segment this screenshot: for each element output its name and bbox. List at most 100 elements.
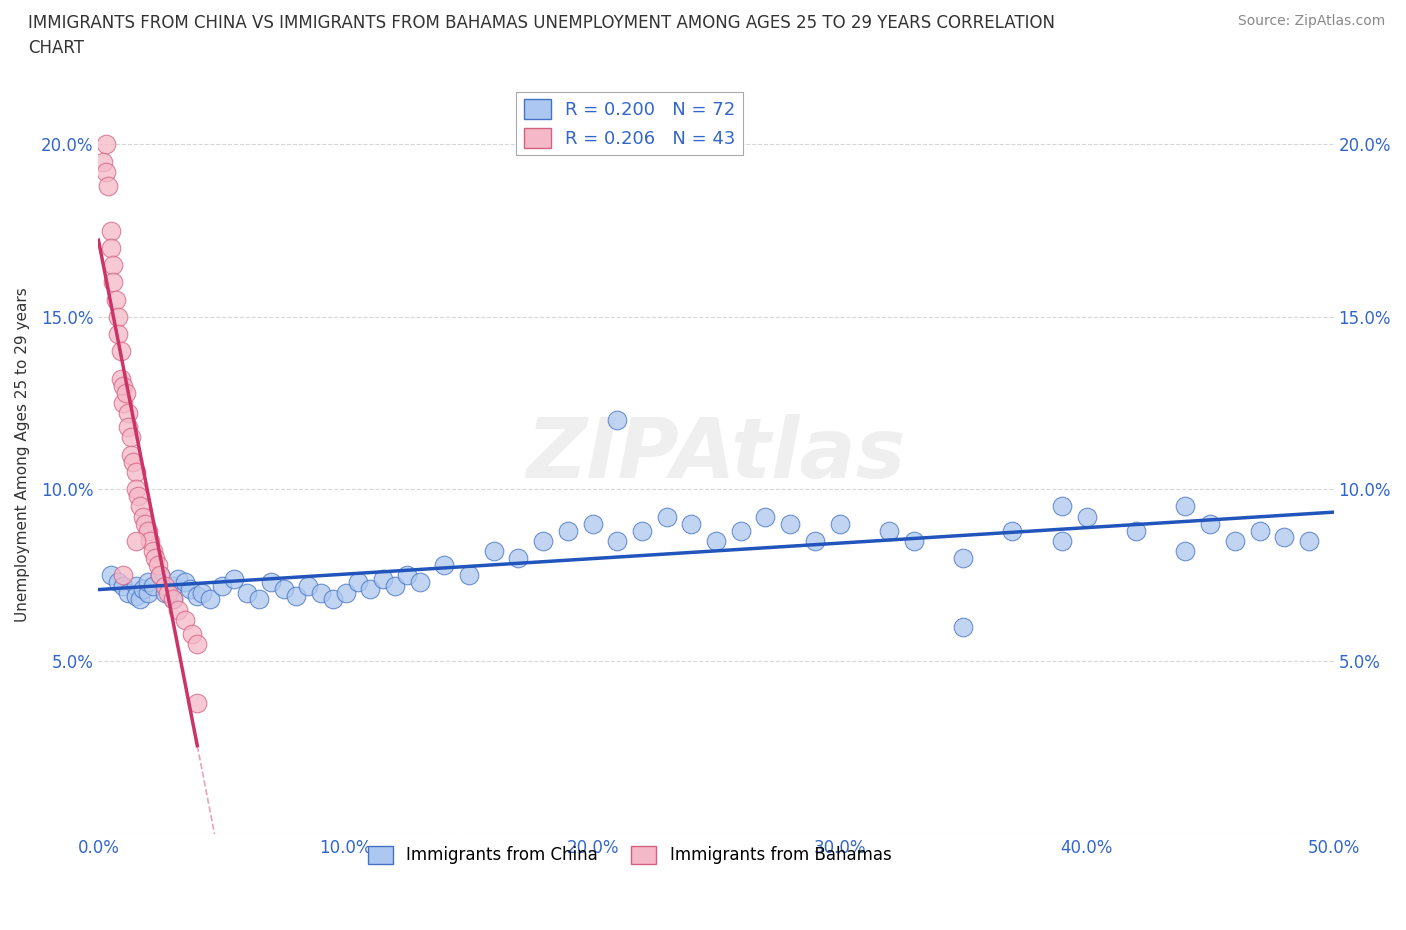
Point [100,223,122,238]
Point [631,523,654,538]
Point [557,523,579,538]
Point [903,534,925,549]
Point [730,523,752,538]
Point [93,154,115,169]
Point [309,585,332,600]
Point [146,557,169,572]
Point [1174,498,1197,513]
Point [655,510,678,525]
Point [100,240,122,255]
Point [396,568,419,583]
Point [166,603,188,618]
Point [129,498,152,513]
Point [1050,534,1073,549]
Point [174,575,197,590]
Point [458,568,481,583]
Point [110,371,132,386]
Point [162,592,184,607]
Point [211,578,233,593]
Point [191,585,214,600]
Point [136,575,159,590]
Point [952,551,974,565]
Point [297,578,319,593]
Point [606,413,628,428]
Point [186,696,208,711]
Point [1001,523,1024,538]
Point [149,568,172,583]
Text: CHART: CHART [28,39,84,57]
Point [132,510,155,525]
Point [117,419,139,434]
Point [433,557,456,572]
Point [124,589,146,604]
Point [335,585,357,600]
Point [166,571,188,586]
Point [94,165,117,179]
Point [198,592,221,607]
Point [273,581,295,596]
Text: IMMIGRANTS FROM CHINA VS IMMIGRANTS FROM BAHAMAS UNEMPLOYMENT AMONG AGES 25 TO 2: IMMIGRANTS FROM CHINA VS IMMIGRANTS FROM… [28,14,1054,32]
Point [114,385,136,400]
Point [828,516,851,531]
Point [149,568,172,583]
Point [174,613,197,628]
Point [285,589,308,604]
Point [142,578,165,593]
Point [112,379,135,393]
Point [779,516,801,531]
Point [112,568,135,583]
Point [581,516,603,531]
Point [1298,534,1320,549]
Point [139,534,162,549]
Point [1223,534,1246,549]
Text: Source: ZipAtlas.com: Source: ZipAtlas.com [1237,14,1385,28]
Point [1125,523,1147,538]
Point [508,551,530,565]
Point [110,344,132,359]
Point [531,534,554,549]
Point [322,592,344,607]
Point [153,585,176,600]
Point [129,592,152,607]
Point [408,575,430,590]
Legend: Immigrants from China, Immigrants from Bahamas: Immigrants from China, Immigrants from B… [361,839,898,871]
Point [804,534,827,549]
Point [1076,510,1098,525]
Point [153,578,176,593]
Point [162,578,184,593]
Point [1249,523,1271,538]
Point [132,581,155,596]
Point [124,578,146,593]
Point [107,326,129,341]
Point [186,589,208,604]
Point [371,571,394,586]
Point [112,395,135,410]
Point [107,575,129,590]
Point [127,488,149,503]
Y-axis label: Unemployment Among Ages 25 to 29 years: Unemployment Among Ages 25 to 29 years [15,287,30,622]
Text: ZIPAtlas: ZIPAtlas [526,414,905,495]
Point [1272,530,1295,545]
Point [606,534,628,549]
Point [124,534,146,549]
Point [1050,498,1073,513]
Point [681,516,703,531]
Point [877,523,900,538]
Point [120,430,142,445]
Point [260,575,283,590]
Point [103,275,125,290]
Point [112,578,135,593]
Point [136,585,159,600]
Point [156,585,179,600]
Point [104,292,127,307]
Point [186,637,208,652]
Point [117,405,139,420]
Point [117,585,139,600]
Point [247,592,270,607]
Point [235,585,257,600]
Point [124,464,146,479]
Point [97,179,120,193]
Point [136,523,159,538]
Point [347,575,370,590]
Point [134,516,156,531]
